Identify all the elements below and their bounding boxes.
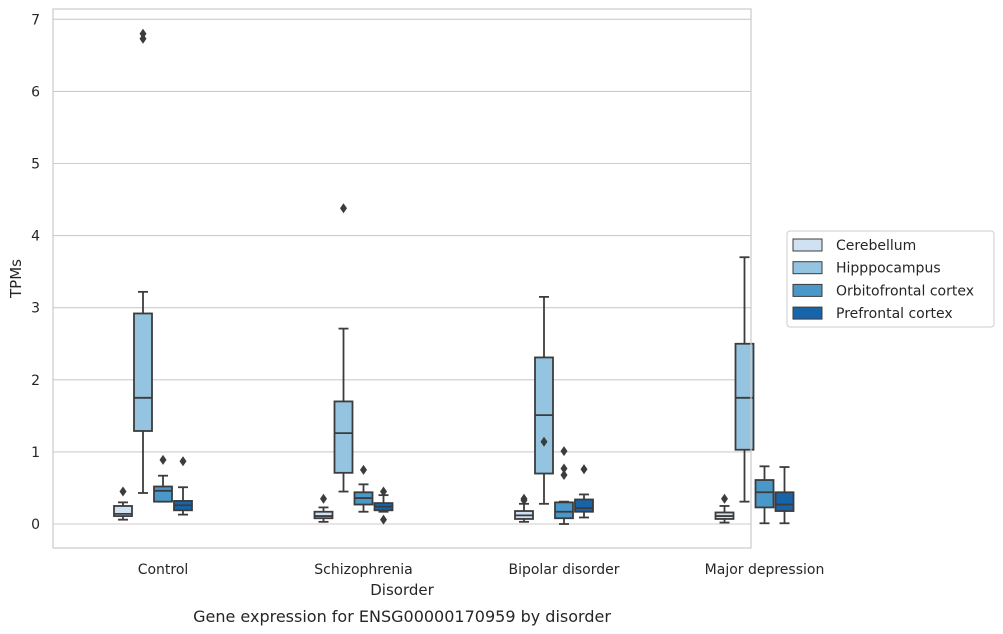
iqr-box	[313, 510, 334, 520]
legend-item: Hipppocampus	[792, 261, 941, 277]
y-tick-label: 0	[31, 517, 40, 533]
outlier-point	[139, 33, 147, 44]
x-tick-label: Major depression	[705, 562, 825, 578]
iqr-box	[113, 505, 133, 517]
iqr-box	[774, 491, 795, 512]
legend-swatch	[792, 261, 823, 275]
iqr-box	[574, 498, 594, 513]
gridlines	[53, 18, 751, 525]
box-prefrontal-cortex	[574, 464, 594, 519]
outlier-point	[380, 514, 387, 525]
legend-label: Prefrontal cortex	[836, 306, 953, 322]
box-prefrontal-cortex	[774, 466, 795, 525]
box-prefrontal-cortex	[173, 456, 193, 516]
box-hipppocampus	[333, 203, 354, 493]
outlier-point	[139, 28, 147, 39]
box-orbitofrontal-cortex	[754, 465, 775, 525]
outlier-point	[540, 436, 548, 447]
iqr-box	[554, 501, 574, 520]
box-hipppocampus	[133, 28, 153, 494]
legend-label: Cerebellum	[836, 238, 916, 254]
outlier-point	[560, 469, 568, 480]
legend-item: Cerebellum	[792, 238, 916, 254]
box-orbitofrontal-cortex	[353, 464, 374, 513]
legend: Cerebellum Hipppocampus Orbitofrontal cort…	[786, 230, 995, 328]
y-tick-label: 5	[31, 157, 40, 173]
outlier-point	[159, 454, 167, 465]
legend-items: Cerebellum Hipppocampus Orbitofrontal cort…	[792, 238, 974, 322]
y-tick-label: 7	[31, 12, 40, 28]
legend-item: Orbitofrontal cortex	[792, 283, 974, 299]
iqr-box	[734, 342, 755, 451]
outlier-point	[560, 463, 568, 474]
y-tick-label: 3	[31, 301, 40, 317]
box-plots	[113, 28, 795, 525]
outlier-point	[179, 456, 187, 467]
outlier-point	[380, 486, 387, 497]
legend-item: Prefrontal cortex	[792, 306, 953, 322]
iqr-box	[333, 400, 354, 474]
box-orbitofrontal-cortex	[153, 454, 173, 503]
x-axis-ticks: Control Schizophrenia Bipolar disorder Majo…	[138, 562, 825, 578]
outlier-point	[560, 446, 568, 457]
box-cerebellum	[113, 486, 133, 521]
outlier-point	[360, 464, 367, 475]
x-axis-label: Disorder	[370, 581, 434, 599]
y-axis-label: TPMs	[7, 259, 25, 299]
legend-label: Hipppocampus	[836, 261, 941, 277]
box-hipppocampus	[534, 295, 554, 505]
outlier-point	[520, 493, 528, 504]
outlier-point	[721, 493, 728, 504]
y-tick-label: 2	[31, 373, 40, 389]
y-tick-label: 4	[31, 229, 40, 245]
y-tick-label: 6	[31, 84, 40, 100]
y-tick-label: 1	[31, 445, 40, 461]
box-cerebellum	[514, 493, 534, 523]
iqr-box	[133, 312, 153, 432]
outlier-point	[580, 464, 588, 475]
box-hipppocampus	[734, 256, 755, 503]
x-tick-label: Control	[138, 562, 189, 578]
x-tick-label: Schizophrenia	[314, 562, 412, 578]
box-cerebellum	[714, 493, 735, 524]
outlier-point	[320, 493, 327, 504]
outlier-point	[340, 203, 347, 214]
box-cerebellum	[313, 493, 334, 523]
y-axis-ticks: 0 1 2 3 4 5 6 7	[31, 12, 40, 533]
legend-swatch	[792, 283, 823, 297]
x-tick-label: Bipolar disorder	[508, 562, 619, 578]
plot-frame	[52, 8, 752, 549]
outlier-point	[119, 486, 127, 497]
iqr-box	[754, 479, 775, 509]
box-orbitofrontal-cortex	[554, 446, 574, 525]
chart-caption: Gene expression for ENSG00000170959 by d…	[193, 607, 611, 626]
legend-label: Orbitofrontal cortex	[836, 283, 974, 299]
box-prefrontal-cortex	[373, 486, 394, 525]
legend-swatch	[792, 238, 823, 252]
legend-frame	[786, 230, 995, 328]
legend-swatch	[792, 306, 823, 320]
iqr-box	[153, 485, 173, 503]
